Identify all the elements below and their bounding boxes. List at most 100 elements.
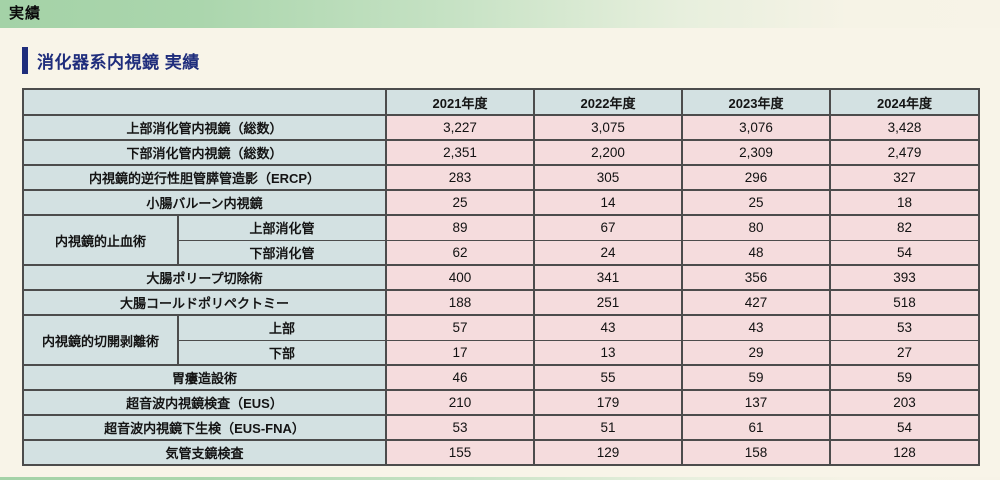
value-cell: 427 (681, 289, 831, 316)
value-cell: 62 (385, 239, 535, 266)
value-cell: 24 (533, 239, 683, 266)
table-row: 内視鏡的止血術 上部消化管 89 67 80 82 (22, 214, 980, 266)
value-cell: 393 (829, 264, 980, 291)
page-header: 実績 (0, 0, 1000, 28)
value-cell: 25 (385, 189, 535, 216)
header-blank-cell (22, 88, 387, 116)
row-label: 小腸バルーン内視鏡 (22, 189, 387, 216)
table-row: 小腸バルーン内視鏡 25 14 25 18 (22, 189, 980, 216)
row-label: 内視鏡的逆行性胆管膵管造影（ERCP） (22, 164, 387, 191)
next-section-strip (0, 477, 1000, 480)
value-cell: 48 (681, 239, 831, 266)
value-cell: 18 (829, 189, 980, 216)
row-group-label: 内視鏡的切開剥離術 (22, 314, 179, 366)
value-cell: 2,200 (533, 139, 683, 166)
value-cell: 51 (533, 414, 683, 441)
value-cell: 43 (681, 314, 831, 341)
table-row: 気管支鏡検査 155 129 158 128 (22, 439, 980, 466)
value-cell: 53 (829, 314, 980, 341)
value-cell: 2,351 (385, 139, 535, 166)
value-cell: 29 (681, 339, 831, 366)
value-cell: 3,075 (533, 114, 683, 141)
value-cell: 3,227 (385, 114, 535, 141)
value-cell: 55 (533, 364, 683, 391)
row-label: 下部消化管内視鏡（総数） (22, 139, 387, 166)
value-cell: 14 (533, 189, 683, 216)
results-table-body: 上部消化管内視鏡（総数） 3,227 3,075 3,076 3,428 下部消化管内視鏡… (22, 114, 980, 466)
value-cell: 356 (681, 264, 831, 291)
value-cell: 400 (385, 264, 535, 291)
value-cell: 17 (385, 339, 535, 366)
value-cell: 61 (681, 414, 831, 441)
value-cell: 54 (829, 239, 980, 266)
value-cell: 341 (533, 264, 683, 291)
row-label: 胃瘻造設術 (22, 364, 387, 391)
value-cell: 3,076 (681, 114, 831, 141)
value-cell: 46 (385, 364, 535, 391)
value-cell: 80 (681, 214, 831, 241)
value-cell: 128 (829, 439, 980, 466)
value-cell: 27 (829, 339, 980, 366)
value-cell: 13 (533, 339, 683, 366)
row-label: 超音波内視鏡下生検（EUS-FNA） (22, 414, 387, 441)
table-row: 上部消化管内視鏡（総数） 3,227 3,075 3,076 3,428 (22, 114, 980, 141)
value-cell: 82 (829, 214, 980, 241)
value-cell: 210 (385, 389, 535, 416)
header-year-cell: 2024年度 (829, 88, 980, 116)
header-year-cell: 2021年度 (385, 88, 535, 116)
page-header-label: 実績 (9, 5, 42, 22)
row-label: 気管支鏡検査 (22, 439, 387, 466)
header-year-cell: 2023年度 (681, 88, 831, 116)
value-cell: 158 (681, 439, 831, 466)
value-cell: 67 (533, 214, 683, 241)
value-cell: 59 (681, 364, 831, 391)
value-cell: 179 (533, 389, 683, 416)
value-cell: 2,309 (681, 139, 831, 166)
value-cell: 305 (533, 164, 683, 191)
title-accent-bar (22, 46, 28, 74)
table-row: 胃瘻造設術 46 55 59 59 (22, 364, 980, 391)
row-label: 超音波内視鏡検査（EUS） (22, 389, 387, 416)
table-row: 下部消化管内視鏡（総数） 2,351 2,200 2,309 2,479 (22, 139, 980, 166)
results-table-head: 2021年度 2022年度 2023年度 2024年度 (22, 88, 980, 116)
table-row: 大腸コールドポリペクトミー 188 251 427 518 (22, 289, 980, 316)
table-row: 下部 17 13 29 27 (23, 339, 980, 366)
table-row: 下部消化管 62 24 48 54 (23, 239, 980, 266)
value-cell: 54 (829, 414, 980, 441)
table-row: 超音波内視鏡検査（EUS） 210 179 137 203 (22, 389, 980, 416)
value-cell: 283 (385, 164, 535, 191)
table-row: 内視鏡的切開剥離術 上部 57 43 43 53 (22, 314, 980, 366)
row-group-label: 内視鏡的止血術 (22, 214, 179, 266)
value-cell: 59 (829, 364, 980, 391)
value-cell: 188 (385, 289, 535, 316)
value-cell: 155 (385, 439, 535, 466)
value-cell: 57 (385, 314, 535, 341)
value-cell: 296 (681, 164, 831, 191)
header-row: 2021年度 2022年度 2023年度 2024年度 (22, 88, 980, 116)
table-row: 内視鏡的逆行性胆管膵管造影（ERCP） 283 305 296 327 (22, 164, 980, 191)
table-row: 大腸ポリープ切除術 400 341 356 393 (22, 264, 980, 291)
row-sublabel: 上部 (177, 314, 387, 341)
row-sublabel: 下部 (177, 339, 387, 366)
row-label: 大腸コールドポリペクトミー (22, 289, 387, 316)
value-cell: 2,479 (829, 139, 980, 166)
value-cell: 251 (533, 289, 683, 316)
results-table: 2021年度 2022年度 2023年度 2024年度 上部消化管内視鏡（総数）… (22, 88, 980, 466)
value-cell: 137 (681, 389, 831, 416)
value-cell: 203 (829, 389, 980, 416)
section-title-row: 消化器系内視鏡 実績 (22, 46, 1000, 74)
value-cell: 3,428 (829, 114, 980, 141)
value-cell: 518 (829, 289, 980, 316)
table-row: 超音波内視鏡下生検（EUS-FNA） 53 51 61 54 (22, 414, 980, 441)
value-cell: 53 (385, 414, 535, 441)
section-title: 消化器系内視鏡 実績 (37, 52, 200, 72)
header-year-cell: 2022年度 (533, 88, 683, 116)
value-cell: 43 (533, 314, 683, 341)
row-label: 上部消化管内視鏡（総数） (22, 114, 387, 141)
row-sublabel: 上部消化管 (177, 214, 387, 241)
row-label: 大腸ポリープ切除術 (22, 264, 387, 291)
row-sublabel: 下部消化管 (177, 239, 387, 266)
value-cell: 25 (681, 189, 831, 216)
value-cell: 327 (829, 164, 980, 191)
value-cell: 89 (385, 214, 535, 241)
